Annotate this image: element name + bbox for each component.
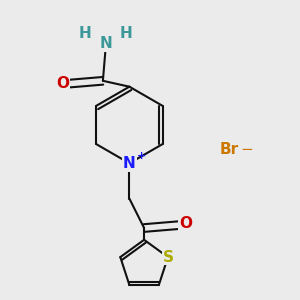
Text: H: H bbox=[79, 26, 92, 41]
Text: H: H bbox=[120, 26, 133, 41]
Text: N: N bbox=[123, 156, 136, 171]
Text: S: S bbox=[162, 250, 173, 265]
Text: O: O bbox=[57, 76, 70, 91]
Text: Br: Br bbox=[220, 142, 239, 158]
Text: −: − bbox=[241, 142, 253, 158]
Text: O: O bbox=[179, 216, 192, 231]
Text: +: + bbox=[136, 151, 146, 161]
Text: N: N bbox=[100, 37, 112, 52]
